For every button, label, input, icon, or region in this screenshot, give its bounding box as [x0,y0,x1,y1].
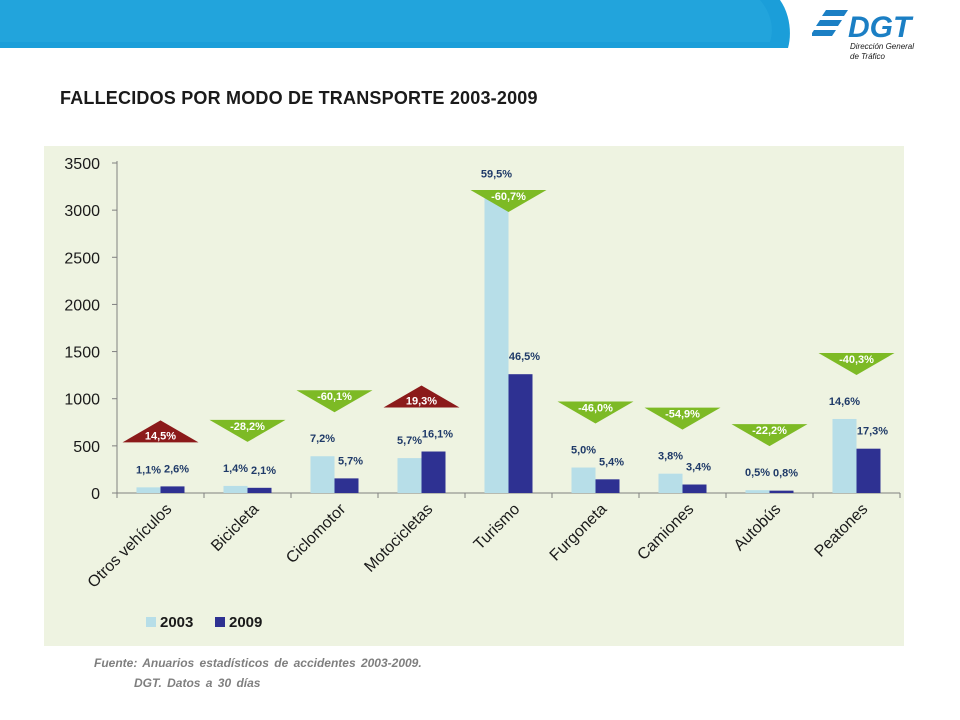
y-tick-label: 2500 [64,250,100,267]
change-label: -60,1% [317,391,352,403]
y-tick-label: 1500 [64,345,100,362]
change-markers: 14,5% -28,2% -60,1% 19,3% -60,7% -46,0% -54,9%… [122,190,895,447]
header-wave-highlight [0,0,772,42]
legend-swatch-2009 [215,617,225,627]
data-label-2009: 3,4% [686,462,711,474]
bar-2009 [769,490,794,493]
data-label-2003: 7,2% [310,433,335,445]
change-label: -46,0% [578,403,613,415]
logo-subtitle-1: Dirección General [850,42,914,51]
data-labels: 1,1% 2,6% 1,4% 2,1%7,2%5,7%5,7%16,1%59,5%46… [136,168,888,479]
bar-2009 [595,479,620,493]
data-label-2009: 5,7% [338,455,363,467]
increase-marker [122,420,199,443]
data-label-2003: 5,7% [397,435,422,447]
y-tick-label: 3000 [64,203,100,220]
decrease-marker [731,424,808,447]
decrease-marker [644,407,721,430]
y-tick-label: 0 [91,486,100,503]
decrease-marker [818,352,895,375]
data-label-2003: 5,0% [571,445,596,457]
logo-text: DGT [848,11,914,44]
bar-2003 [745,490,770,493]
data-label-2003: 14,6% [829,396,860,408]
data-label-2003: 1,1% [136,464,161,476]
bar-2003 [310,456,335,493]
plot-background [44,146,904,646]
data-label-2009: 5,4% [599,456,624,468]
chart-title: FALLECIDOS POR MODO DE TRANSPORTE 2003-2… [60,88,538,108]
bar-2003 [832,418,857,493]
bar-2009 [247,487,272,493]
data-label-2009: 46,5% [509,351,540,363]
legend-label-2003: 2003 [160,614,193,631]
bar-2003 [223,485,248,493]
decrease-marker [296,390,373,413]
bar-2009 [856,448,881,493]
data-label-2009: 0,8% [773,468,798,480]
data-label-2003: 1,4% [223,463,248,475]
bar-2009 [160,486,185,493]
bar-2003 [397,458,422,493]
bar-2003 [658,473,683,493]
bars [136,191,881,494]
change-label: 14,5% [145,430,176,442]
data-label-2003: 0,5% [745,467,770,479]
change-label: -22,2% [752,425,787,437]
change-label: 19,3% [406,396,437,408]
data-label-2009: 2,6% [164,463,189,475]
dgt-logo: DGT Dirección General de Tráfico [810,4,932,69]
bar-2003 [484,191,509,494]
data-label-2003: 59,5% [481,168,512,180]
legend: 2003 2009 [146,614,262,631]
decrease-marker [470,190,547,212]
y-tick-label: 1000 [64,392,100,409]
source-line-1: Fuente: Anuarios estadísticos de acciden… [94,656,422,670]
dgt-logo-mark: DGT Dirección General de Tráfico [810,10,914,61]
decrease-marker [209,419,286,442]
change-label: -28,2% [230,421,265,433]
bar-2009 [421,451,446,493]
bar-2009 [508,374,533,493]
logo-subtitle-2: de Tráfico [850,52,886,61]
y-tick-label: 2000 [64,297,100,314]
bar-2009 [682,484,707,493]
increase-marker [383,385,460,408]
change-label: -54,9% [665,409,700,421]
bar-2003 [136,487,161,493]
decrease-marker [557,401,634,424]
data-label-2003: 3,8% [658,451,683,463]
legend-swatch-2003 [146,617,156,627]
legend-label-2009: 2009 [229,614,262,631]
y-tick-label: 3500 [64,156,100,173]
data-label-2009: 2,1% [251,465,276,477]
data-label-2009: 17,3% [857,426,888,438]
y-tick-label: 500 [73,439,100,456]
source-line-2: DGT. Datos a 30 días [134,676,261,690]
change-label: -60,7% [491,191,526,203]
bar-2009 [334,478,359,493]
bar-2003 [571,467,596,493]
change-label: -40,3% [839,354,874,366]
data-label-2009: 16,1% [422,429,453,441]
